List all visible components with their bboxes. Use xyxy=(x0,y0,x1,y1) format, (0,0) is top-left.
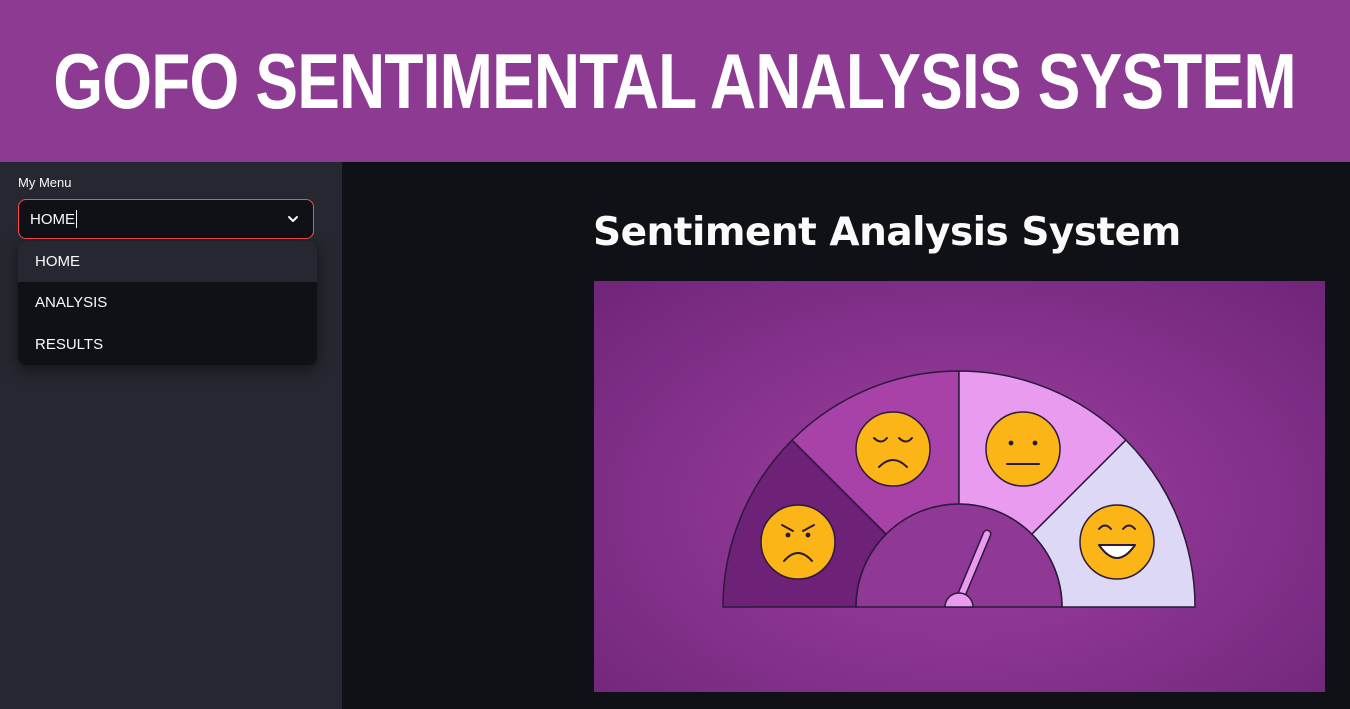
menu-select[interactable]: HOME xyxy=(18,199,314,239)
app-title: GOFO SENTIMENTAL ANALYSIS SYSTEM xyxy=(53,36,1297,125)
menu-dropdown: HOME ANALYSIS RESULTS xyxy=(18,241,317,365)
gauge-needle xyxy=(944,529,992,608)
menu-option-analysis[interactable]: ANALYSIS xyxy=(35,294,108,312)
neutral-face-icon xyxy=(985,411,1061,487)
sad-face-icon xyxy=(855,411,931,487)
sentiment-gauge-illustration xyxy=(594,281,1325,692)
menu-option-results[interactable]: RESULTS xyxy=(35,335,104,353)
text-caret xyxy=(76,209,77,228)
menu-select-value[interactable]: HOME xyxy=(30,209,77,228)
happy-face-icon xyxy=(1079,504,1155,580)
chevron-down-icon[interactable] xyxy=(287,213,299,225)
gauge-hub xyxy=(855,503,1063,608)
header-banner: GOFO SENTIMENTAL ANALYSIS SYSTEM xyxy=(0,0,1350,162)
sidebar: My Menu HOME HOME ANALYSIS RESULTS xyxy=(0,162,342,709)
menu-label: My Menu xyxy=(18,175,72,190)
angry-face-icon xyxy=(760,504,836,580)
page-title: Sentiment Analysis System xyxy=(593,210,1181,255)
menu-option-home[interactable]: HOME xyxy=(18,241,317,283)
